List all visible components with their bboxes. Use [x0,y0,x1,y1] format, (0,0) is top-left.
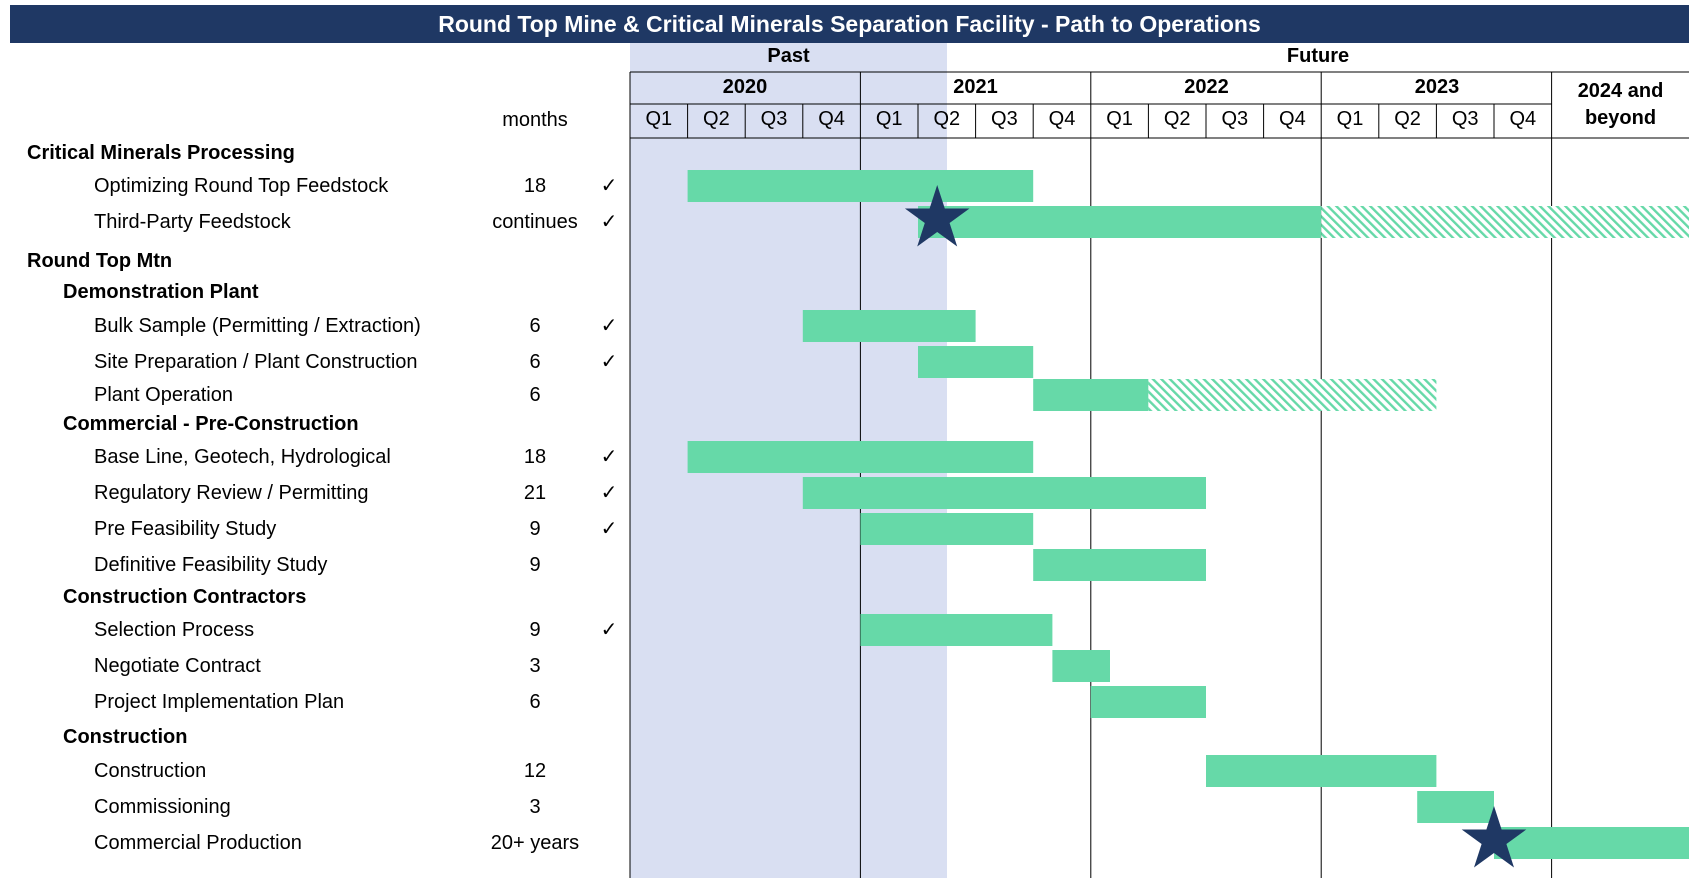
gantt-bar [1052,650,1110,682]
gantt-bar [688,170,1034,202]
gantt-bar [803,477,1206,509]
gantt-bar [918,206,1321,238]
gantt-bar [1206,755,1436,787]
gantt-bar-extension [1321,206,1689,238]
gantt-bar [860,513,1033,545]
gantt-bar-extension [1148,379,1436,411]
gantt-bar [1033,379,1148,411]
gantt-bar [1091,686,1206,718]
gantt-bar [803,310,976,342]
gantt-bar [1494,827,1689,859]
gantt-bar [1033,549,1206,581]
gantt-bar [1417,791,1494,823]
gantt-bar [688,441,1034,473]
gantt-bar [918,346,1033,378]
gantt-bar [860,614,1052,646]
